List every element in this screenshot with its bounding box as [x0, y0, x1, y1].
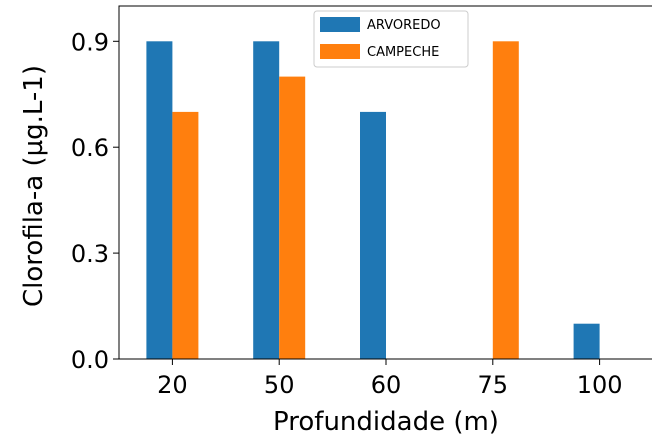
- x-tick-label: 60: [371, 371, 402, 399]
- y-tick-label: 0.0: [71, 346, 109, 374]
- bar-campeche-75: [492, 41, 519, 360]
- y-tick-label: 0.9: [71, 28, 109, 56]
- y-tick-label: 0.3: [71, 240, 109, 268]
- bar-campeche-20: [172, 111, 199, 360]
- bar-arvoredo-100: [573, 323, 600, 359]
- legend-swatch-campeche: [320, 44, 360, 59]
- x-tick-label: 75: [478, 371, 509, 399]
- x-tick-label: 100: [577, 371, 623, 399]
- ticks-group: 20 50 60 75 100 0.0 0.3 0.6 0.9: [71, 28, 623, 399]
- x-tick-label: 20: [157, 371, 188, 399]
- legend-label-arvoredo: ARVOREDO: [367, 18, 441, 33]
- bar-arvoredo-50: [253, 41, 280, 360]
- bar-arvoredo-60: [360, 111, 386, 360]
- bar-campeche-50: [279, 76, 306, 359]
- y-tick-label: 0.6: [71, 134, 109, 162]
- x-axis-label: Profundidade (m): [273, 407, 499, 436]
- legend: ARVOREDO CAMPECHE: [313, 10, 469, 68]
- plot-frame: [118, 5, 652, 360]
- x-tick-label: 50: [264, 371, 295, 399]
- legend-swatch-arvoredo: [320, 17, 360, 32]
- legend-label-campeche: CAMPECHE: [367, 45, 439, 60]
- y-axis-label: Clorofila-a (µg.L-1): [19, 65, 49, 307]
- bars-group: [146, 41, 600, 360]
- bar-arvoredo-20: [146, 41, 173, 360]
